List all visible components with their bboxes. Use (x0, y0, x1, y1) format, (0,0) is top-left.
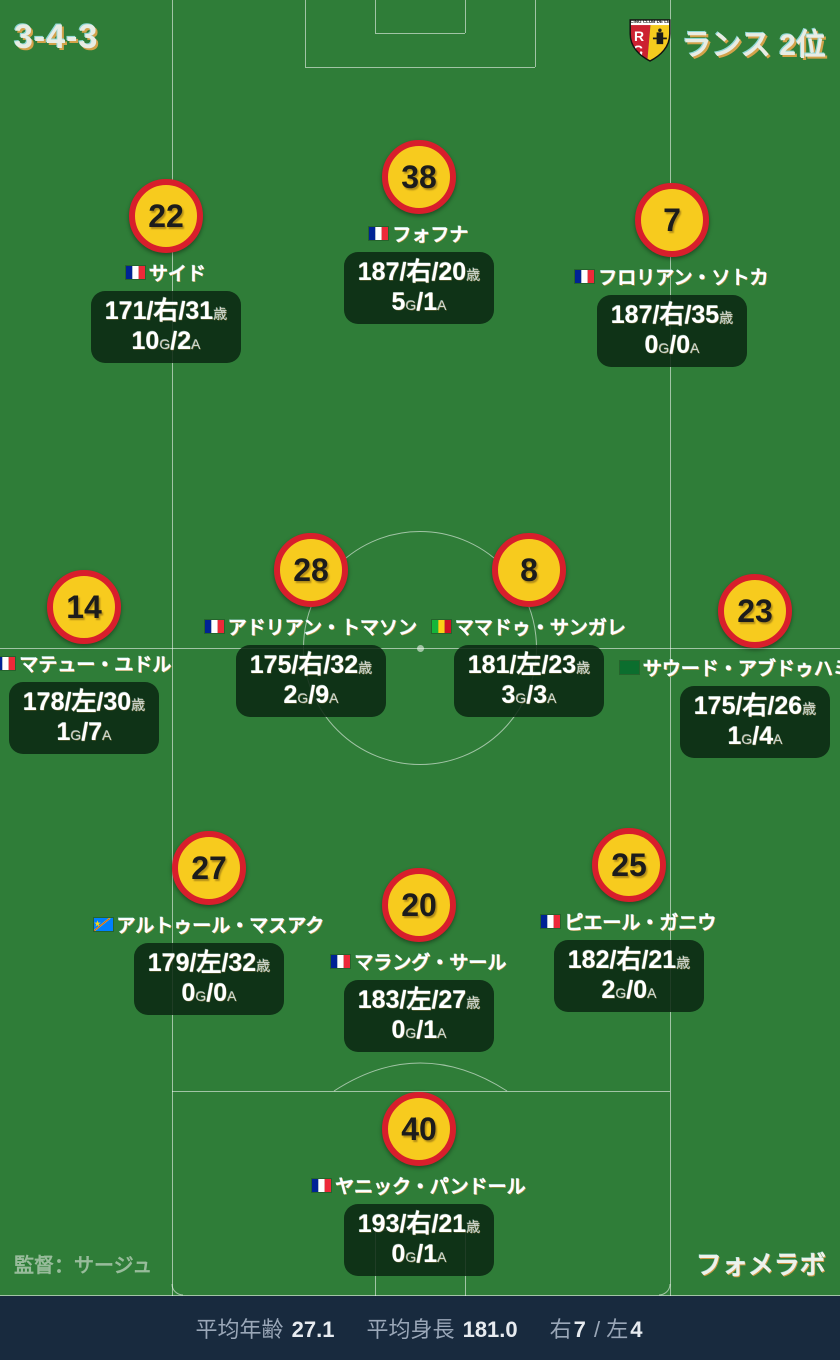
svg-text:L: L (639, 48, 648, 64)
